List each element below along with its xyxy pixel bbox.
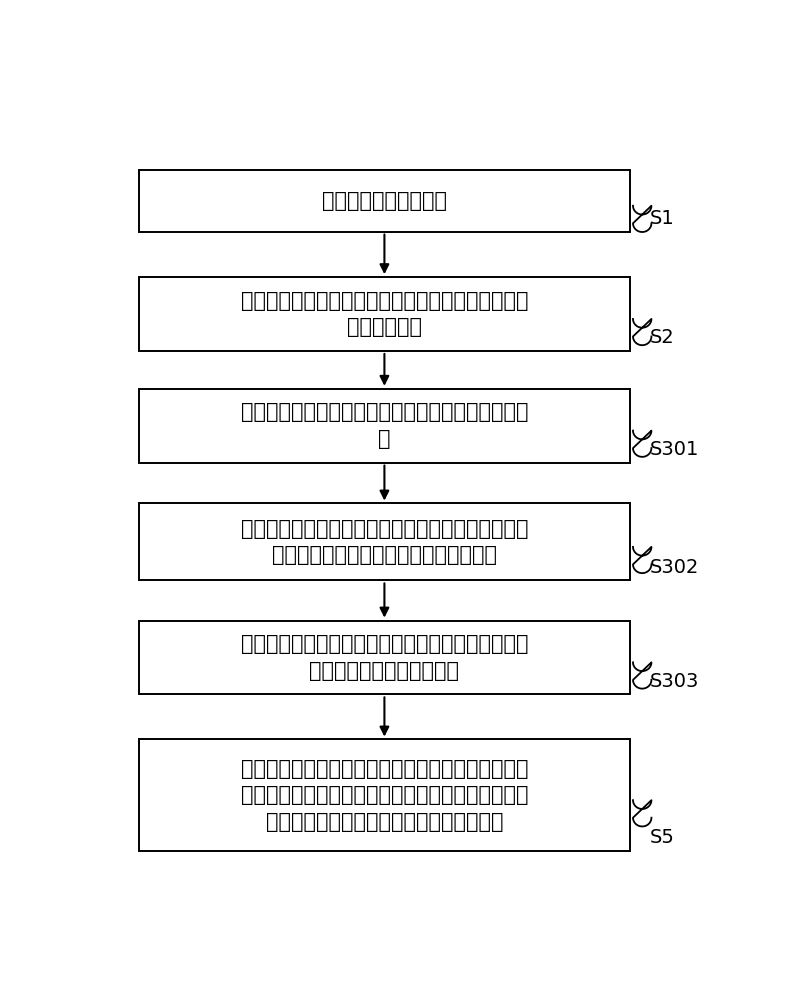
FancyBboxPatch shape (139, 503, 630, 580)
FancyBboxPatch shape (139, 739, 630, 851)
Text: 根据目标触控子区和目标触控分区的预设激励系数数
据库，获得目标触控子区的第一激励系数: 根据目标触控子区和目标触控分区的预设激励系数数 据库，获得目标触控子区的第一激励… (241, 519, 528, 565)
Text: S303: S303 (649, 672, 699, 691)
Text: S301: S301 (649, 440, 699, 459)
Text: S2: S2 (649, 328, 674, 347)
Text: 根据目标电压激励信号控制压电马达运行，以使得触
控板达到目标触控分区的振动反馈振幅，其中，触控
板的多个触控分区设置不同的振动反馈振幅: 根据目标电压激励信号控制压电马达运行，以使得触 控板达到目标触控分区的振动反馈振… (241, 759, 528, 832)
Text: 确定触控输入位置坐标在触控板的多个触控分区中的
目标触控分区: 确定触控输入位置坐标在触控板的多个触控分区中的 目标触控分区 (241, 291, 528, 337)
Text: S5: S5 (649, 828, 675, 847)
Text: 获取触控输入位置坐标: 获取触控输入位置坐标 (322, 191, 447, 211)
FancyBboxPatch shape (139, 389, 630, 463)
FancyBboxPatch shape (139, 620, 630, 694)
Text: 确定触控输入位置坐标在目标触控分区的目标触控子
区: 确定触控输入位置坐标在目标触控分区的目标触控子 区 (241, 402, 528, 449)
FancyBboxPatch shape (139, 170, 630, 232)
Text: S302: S302 (649, 558, 699, 577)
Text: 计算基准电压激励信号与第一激励系数的第三乘积值
，以作为目标电压激励信号: 计算基准电压激励信号与第一激励系数的第三乘积值 ，以作为目标电压激励信号 (241, 634, 528, 681)
FancyBboxPatch shape (139, 277, 630, 351)
Text: S1: S1 (649, 209, 674, 228)
